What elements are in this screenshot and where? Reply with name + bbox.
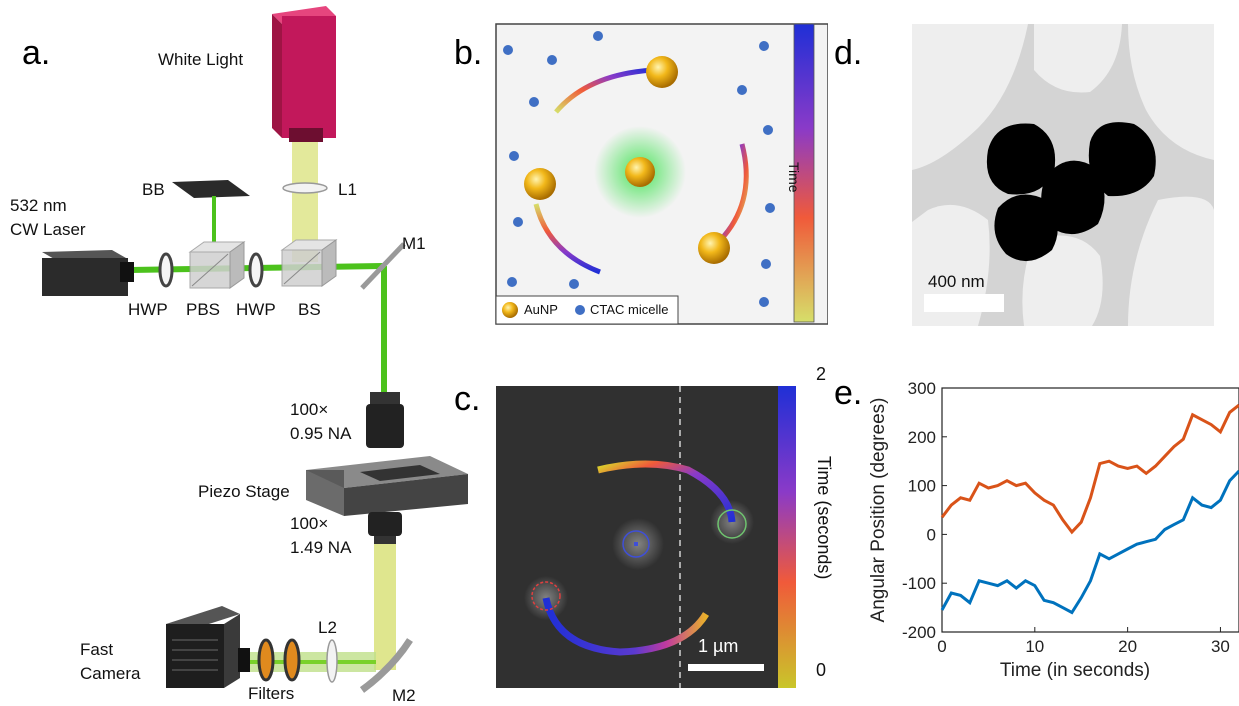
panel-d: d. 400 nm <box>828 0 1239 340</box>
darkfield-image <box>496 386 796 688</box>
legend-aunp-icon <box>502 302 518 318</box>
panel-d-label: d. <box>834 34 863 72</box>
filter-1 <box>257 638 275 682</box>
panel-e-label: e. <box>834 374 863 412</box>
y-tick-label: 100 <box>908 477 936 496</box>
white-light-beam <box>292 140 318 262</box>
time-colorbar-c <box>778 386 796 688</box>
time-colorbar <box>793 23 815 323</box>
trajectory-bottom <box>542 597 709 656</box>
marker-blue <box>622 530 650 558</box>
label-laser-line1: 532 nm <box>10 196 67 215</box>
panel-a-label: a. <box>22 34 51 72</box>
lens-l2 <box>326 639 338 683</box>
y-tick-label: 200 <box>908 428 936 447</box>
mirror-m1 <box>360 242 406 290</box>
legend-micelle-icon <box>575 305 585 315</box>
mirror-m2 <box>359 638 413 693</box>
trajectory-arc-3 <box>722 143 749 238</box>
label-camera-line2: Camera <box>80 664 141 683</box>
optical-setup-diagram <box>42 6 468 693</box>
legend-micelle-label: CTAC micelle <box>590 302 669 317</box>
label-bb: BB <box>142 180 165 199</box>
label-filters: Filters <box>248 684 295 703</box>
aunp-left <box>524 168 556 200</box>
label-laser-line2: CW Laser <box>10 220 86 239</box>
label-l2: L2 <box>318 618 337 637</box>
beam-block <box>172 180 250 198</box>
scalebar-d-label: 400 nm <box>928 272 985 291</box>
fast-camera <box>166 606 250 688</box>
tem-image <box>912 24 1214 326</box>
series-line-2 <box>940 469 1239 615</box>
y-axis-label: Angular Position (degrees) <box>868 398 889 623</box>
pbs-cube <box>188 241 246 289</box>
piezo-stage <box>306 456 468 516</box>
legend-box <box>495 295 679 325</box>
plot-area <box>941 387 1239 633</box>
label-camera-line1: Fast <box>80 640 114 659</box>
panel-c: c. <box>448 360 848 706</box>
label-objective-bottom-2: 1.49 NA <box>290 538 352 557</box>
x-tick-label: 30 <box>1211 637 1230 656</box>
marker-green <box>717 509 747 539</box>
trajectory-arc-2 <box>533 203 601 275</box>
bs-cube <box>280 239 338 287</box>
y-tick-label: 0 <box>927 525 936 544</box>
angular-position-chart: -200 -100 0 100 200 300 0 10 20 30 Time (in second… <box>868 379 1239 681</box>
scalebar-c-label: 1 µm <box>698 636 739 656</box>
colorbar-c-max: 2 <box>816 364 827 384</box>
white-light-source <box>272 6 336 142</box>
hwp-2 <box>248 252 264 288</box>
lens-l1 <box>282 182 328 194</box>
label-hwp-2: HWP <box>236 300 276 319</box>
tem-particles <box>986 122 1156 262</box>
aunp-right <box>698 232 730 264</box>
label-pbs: PBS <box>186 300 221 319</box>
tem-film-holes <box>912 24 1214 326</box>
aunp-top <box>646 56 678 88</box>
label-hwp-1: HWP <box>128 300 168 319</box>
label-objective-top-1: 100× <box>290 400 329 419</box>
legend-aunp-label: AuNP <box>524 302 558 317</box>
panel-a: a. <box>0 0 480 706</box>
x-tick-label: 20 <box>1118 637 1137 656</box>
label-l1: L1 <box>338 180 357 199</box>
label-objective-top-2: 0.95 NA <box>290 424 352 443</box>
aunp-center <box>625 157 655 187</box>
objective-bottom <box>368 512 402 544</box>
micelles <box>503 31 775 307</box>
colorbar-c-min: 0 <box>816 660 827 680</box>
label-m1: M1 <box>402 234 426 253</box>
schematic-diagram <box>495 23 828 325</box>
label-m2: M2 <box>392 686 416 705</box>
series-line-1 <box>940 403 1239 535</box>
filter-2 <box>283 638 301 682</box>
laser-body <box>42 250 134 296</box>
panel-e: e. -200 -100 0 100 200 300 0 10 20 30 Time (in sec… <box>828 360 1239 706</box>
objective-top <box>366 392 404 448</box>
label-objective-bottom-1: 100× <box>290 514 329 533</box>
y-tick-label: 300 <box>908 379 936 398</box>
marker-red <box>531 581 561 611</box>
panel-b: b. <box>448 0 828 330</box>
x-tick-label: 0 <box>937 637 946 656</box>
scalebar-c <box>688 664 764 671</box>
hwp-1 <box>158 252 174 288</box>
trajectory-arc-1 <box>554 67 655 114</box>
panel-c-label: c. <box>454 380 481 418</box>
x-tick-label: 10 <box>1025 637 1044 656</box>
x-axis-label: Time (in seconds) <box>1000 660 1150 681</box>
label-piezo-stage: Piezo Stage <box>198 482 290 501</box>
label-bs: BS <box>298 300 321 319</box>
y-tick-label: -200 <box>902 623 936 642</box>
scalebar-d <box>924 294 1004 312</box>
panel-b-label: b. <box>454 34 483 72</box>
trajectory-top <box>597 460 736 523</box>
label-white-light: White Light <box>158 50 244 69</box>
y-tick-label: -100 <box>902 574 936 593</box>
time-colorbar-label: Time <box>786 162 802 193</box>
